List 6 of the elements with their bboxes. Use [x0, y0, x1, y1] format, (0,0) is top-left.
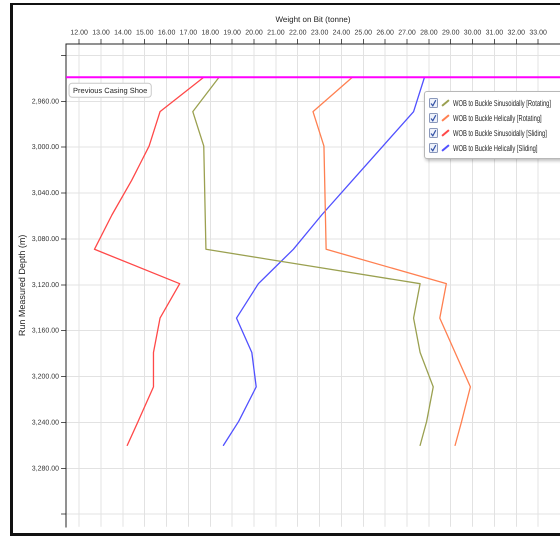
legend-label: WOB to Buckle Helically [Rotating]	[453, 112, 542, 122]
y-axis-title: Run Measured Depth (m)	[16, 234, 27, 336]
legend-label: WOB to Buckle Helically [Sliding]	[453, 142, 538, 152]
x-axis-title: Weight on Bit (tonne)	[276, 15, 351, 24]
legend-label: WOB to Buckle Sinusoidally [Rotating]	[453, 98, 551, 108]
legend-label: WOB to Buckle Sinusoidally [Sliding]	[453, 128, 547, 138]
